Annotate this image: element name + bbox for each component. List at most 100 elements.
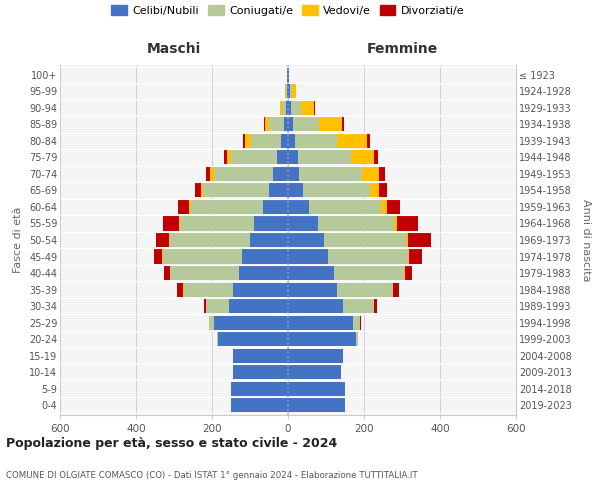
Bar (367, 134, 370, 148)
Bar (288, 118, 293, 132)
Bar (191, 200, 263, 214)
Bar (269, 184, 288, 198)
Bar (287, 84, 288, 98)
Bar (362, 167, 379, 181)
Bar (162, 250, 163, 264)
Bar (288, 282, 337, 296)
Bar (288, 332, 356, 346)
Bar (179, 216, 180, 230)
Y-axis label: Anni di nascita: Anni di nascita (581, 198, 591, 281)
Bar (280, 101, 283, 115)
Bar (284, 118, 288, 132)
Bar (156, 233, 169, 247)
Bar (243, 134, 245, 148)
Bar (251, 134, 281, 148)
Bar (404, 266, 412, 280)
Bar (163, 216, 179, 230)
Text: Popolazione per età, sesso e stato civile - 2024: Popolazione per età, sesso e stato civil… (6, 438, 337, 450)
Bar (295, 134, 337, 148)
Bar (206, 167, 210, 181)
Bar (217, 332, 218, 346)
Bar (288, 382, 345, 396)
Bar (379, 184, 387, 198)
Bar (227, 150, 231, 164)
Bar (408, 250, 409, 264)
Bar (373, 299, 377, 313)
Bar (239, 266, 288, 280)
Bar (242, 250, 288, 264)
Bar (288, 216, 319, 230)
Bar (164, 266, 170, 280)
Bar (288, 348, 343, 362)
Bar (288, 101, 291, 115)
Bar (233, 348, 288, 362)
Bar (288, 266, 334, 280)
Bar (350, 150, 373, 164)
Bar (393, 282, 398, 296)
Bar (328, 250, 408, 264)
Bar (288, 200, 309, 214)
Bar (309, 200, 381, 214)
Bar (269, 118, 284, 132)
Bar (218, 332, 288, 346)
Bar (409, 250, 422, 264)
Bar (170, 233, 250, 247)
Bar (381, 200, 387, 214)
Bar (291, 101, 301, 115)
Bar (206, 299, 229, 313)
Bar (209, 316, 214, 330)
Bar (288, 68, 289, 82)
Bar (288, 316, 353, 330)
Bar (180, 216, 254, 230)
Bar (299, 167, 362, 181)
Bar (286, 101, 288, 115)
Bar (288, 184, 303, 198)
Bar (343, 299, 373, 313)
Bar (288, 250, 328, 264)
Bar (288, 233, 324, 247)
Bar (286, 84, 287, 98)
Bar (170, 266, 239, 280)
Bar (324, 233, 406, 247)
Bar (301, 101, 314, 115)
Bar (334, 266, 404, 280)
Bar (189, 200, 191, 214)
Bar (406, 233, 408, 247)
Bar (203, 184, 269, 198)
Bar (224, 150, 227, 164)
Bar (277, 150, 288, 164)
Legend: Celibi/Nubili, Coniugati/e, Vedovi/e, Divorziati/e: Celibi/Nubili, Coniugati/e, Vedovi/e, Di… (107, 0, 469, 20)
Bar (387, 200, 400, 214)
Bar (287, 68, 288, 82)
Bar (205, 299, 206, 313)
Bar (184, 282, 233, 296)
Bar (281, 134, 288, 148)
Bar (290, 84, 292, 98)
Bar (288, 84, 290, 98)
Bar (283, 101, 286, 115)
Bar (178, 200, 189, 214)
Bar (210, 167, 214, 181)
Bar (195, 184, 200, 198)
Bar (273, 167, 288, 181)
Bar (337, 282, 392, 296)
Bar (379, 167, 385, 181)
Bar (319, 216, 394, 230)
Bar (303, 184, 370, 198)
Bar (288, 167, 299, 181)
Text: Femmine: Femmine (367, 42, 437, 56)
Bar (200, 184, 203, 198)
Bar (298, 150, 350, 164)
Bar (231, 398, 288, 412)
Bar (214, 167, 273, 181)
Bar (264, 118, 265, 132)
Bar (265, 118, 269, 132)
Bar (353, 316, 360, 330)
Bar (288, 134, 295, 148)
Bar (163, 250, 242, 264)
Bar (319, 118, 342, 132)
Bar (178, 282, 183, 296)
Y-axis label: Fasce di età: Fasce di età (13, 207, 23, 273)
Bar (373, 150, 378, 164)
Bar (356, 332, 358, 346)
